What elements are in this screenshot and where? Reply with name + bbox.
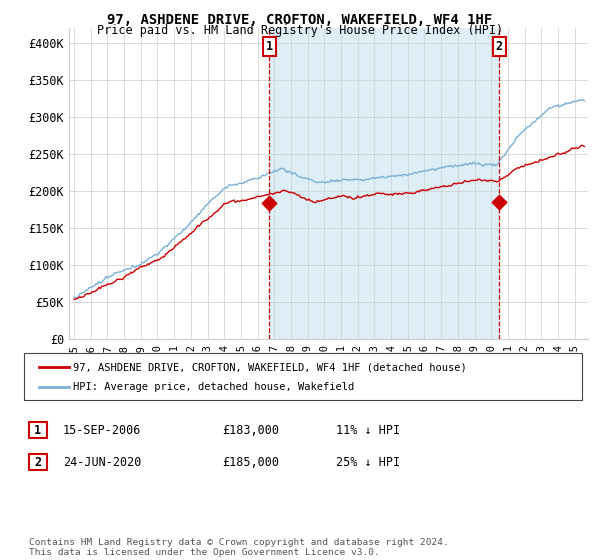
Text: 24-JUN-2020: 24-JUN-2020 (63, 455, 142, 469)
Text: 97, ASHDENE DRIVE, CROFTON, WAKEFIELD, WF4 1HF: 97, ASHDENE DRIVE, CROFTON, WAKEFIELD, W… (107, 13, 493, 27)
Point (265, 199, 274, 208)
Point (494, 198, 504, 207)
Text: Contains HM Land Registry data © Crown copyright and database right 2024.
This d: Contains HM Land Registry data © Crown c… (29, 538, 449, 557)
Text: £185,000: £185,000 (222, 455, 279, 469)
Text: 25% ↓ HPI: 25% ↓ HPI (336, 455, 400, 469)
Text: 11% ↓ HPI: 11% ↓ HPI (336, 423, 400, 437)
Text: Price paid vs. HM Land Registry's House Price Index (HPI): Price paid vs. HM Land Registry's House … (97, 24, 503, 37)
Text: 15-SEP-2006: 15-SEP-2006 (63, 423, 142, 437)
Text: 1: 1 (266, 40, 273, 53)
Text: 1: 1 (34, 423, 41, 437)
Text: 2: 2 (34, 455, 41, 469)
Text: 97, ASHDENE DRIVE, CROFTON, WAKEFIELD, WF4 1HF (detached house): 97, ASHDENE DRIVE, CROFTON, WAKEFIELD, W… (73, 362, 467, 372)
Text: 2: 2 (496, 40, 503, 53)
Bar (269, 28, 499, 339)
Text: £183,000: £183,000 (222, 423, 279, 437)
Text: HPI: Average price, detached house, Wakefield: HPI: Average price, detached house, Wake… (73, 382, 355, 392)
